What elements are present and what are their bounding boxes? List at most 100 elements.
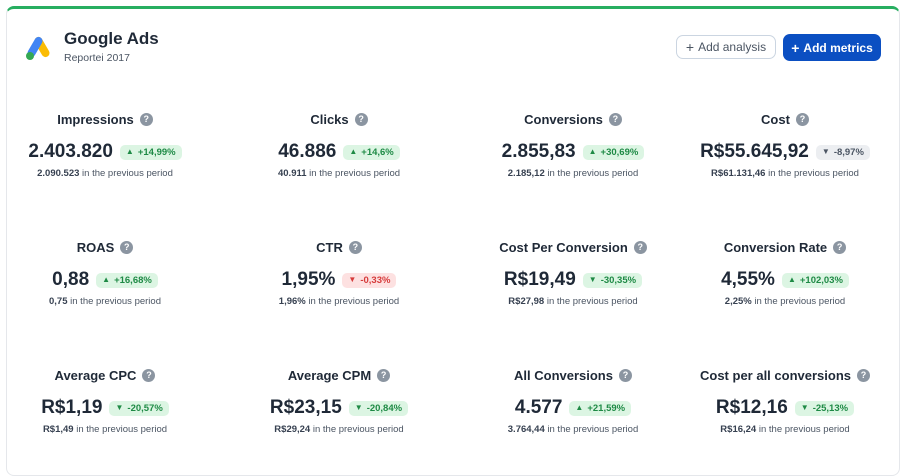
metric-card: ROAS? 0,88 ▲ +16,68% 0,75 in the previous pe… xyxy=(5,238,205,308)
triangle-up-icon: ▲ xyxy=(349,147,358,156)
previous-period-text: R$61.131,46 in the previous period xyxy=(685,168,885,179)
help-icon[interactable]: ? xyxy=(608,112,622,126)
change-value: +14,6% xyxy=(361,146,394,158)
metric-value: R$23,15 xyxy=(269,397,342,418)
help-icon[interactable]: ? xyxy=(354,112,368,126)
help-icon[interactable]: ? xyxy=(139,112,153,126)
change-value: +16,68% xyxy=(114,274,152,286)
change-badge: ▲ +30,69% xyxy=(582,144,645,160)
previous-suffix: in the previous period xyxy=(547,424,639,435)
metric-title: All Conversions xyxy=(514,367,613,383)
metric-card: Conversions? 2.855,83 ▲ +30,69% 2.185,12 in … xyxy=(473,110,673,179)
previous-period-text: R$1,49 in the previous period xyxy=(5,424,205,435)
help-icon[interactable]: ? xyxy=(377,368,391,382)
help-icon[interactable]: ? xyxy=(795,112,809,126)
card-header: Google Ads Reportei 2017 + Add analysis … xyxy=(7,9,899,79)
add-metrics-label: Add metrics xyxy=(803,40,873,55)
metric-title-row: Conversion Rate? xyxy=(685,238,885,256)
change-value: -20,57% xyxy=(127,402,163,414)
previous-period-text: R$16,24 in the previous period xyxy=(685,424,885,435)
change-value: -20,84% xyxy=(366,402,403,414)
metric-card: CTR? 1,95% ▼ -0,33% 1,96% in the previous pe… xyxy=(239,238,439,308)
change-value: -25,13% xyxy=(812,402,849,414)
metric-value-row: 2.855,83 ▲ +30,69% xyxy=(473,140,673,164)
previous-suffix: in the previous period xyxy=(546,296,638,307)
previous-value: 0,75 xyxy=(49,296,68,307)
page-title: Google Ads xyxy=(64,29,159,48)
metric-card: Cost per all conversions? R$12,16 ▼ -25,13%… xyxy=(685,366,885,435)
metric-title-row: Average CPM? xyxy=(239,366,439,384)
metric-value: R$19,49 xyxy=(503,269,576,290)
metric-value-row: R$19,49 ▼ -30,35% xyxy=(473,268,673,292)
change-value: +14,99% xyxy=(137,146,176,158)
previous-value: R$29,24 xyxy=(274,424,311,435)
triangle-down-icon: ▼ xyxy=(354,403,363,412)
add-metrics-button[interactable]: + Add metrics xyxy=(783,34,881,61)
metric-title: Cost per all conversions xyxy=(700,367,851,383)
triangle-up-icon: ▲ xyxy=(787,275,796,284)
metric-value-row: 4,55% ▲ +102,03% xyxy=(685,268,885,292)
metric-card: Average CPM? R$23,15 ▼ -20,84% R$29,24 in th… xyxy=(239,366,439,435)
metric-title-row: Conversions? xyxy=(473,110,673,128)
change-badge: ▼ -20,57% xyxy=(109,400,169,416)
metric-value: 0,88 xyxy=(52,269,90,290)
previous-period-text: 2.090.523 in the previous period xyxy=(5,168,205,179)
add-analysis-button[interactable]: + Add analysis xyxy=(676,35,776,59)
metric-value-row: R$23,15 ▼ -20,84% xyxy=(239,396,439,420)
metric-title: Average CPM xyxy=(287,367,372,383)
metric-value: 46.886 xyxy=(278,141,337,162)
previous-suffix: in the previous period xyxy=(309,168,401,179)
previous-value: 3.764,44 xyxy=(507,424,545,435)
metric-title: Clicks xyxy=(310,111,349,127)
help-icon[interactable]: ? xyxy=(120,240,134,254)
change-badge: ▼ -8,97% xyxy=(815,144,870,160)
metric-card: Cost Per Conversion? R$19,49 ▼ -30,35% R$27,… xyxy=(473,238,673,307)
previous-suffix: in the previous period xyxy=(758,424,850,435)
triangle-up-icon: ▲ xyxy=(575,403,584,412)
previous-period-text: 3.764,44 in the previous period xyxy=(473,424,673,435)
previous-value: 2,25% xyxy=(724,296,752,307)
metric-value: R$55.645,92 xyxy=(700,141,809,162)
metric-title-row: Cost per all conversions? xyxy=(685,366,885,384)
help-icon[interactable]: ? xyxy=(833,240,847,254)
metric-value: 2.403.820 xyxy=(28,141,113,162)
help-icon[interactable]: ? xyxy=(857,368,870,382)
metric-card: Cost? R$55.645,92 ▼ -8,97% R$61.131,46 in th… xyxy=(685,110,885,179)
metric-title-row: All Conversions? xyxy=(473,366,673,384)
help-icon[interactable]: ? xyxy=(618,368,632,382)
metric-value-row: 0,88 ▲ +16,68% xyxy=(5,268,205,292)
metric-title: Cost Per Conversion xyxy=(499,239,628,255)
metric-value: 4.577 xyxy=(514,397,563,418)
help-icon[interactable]: ? xyxy=(633,240,647,254)
previous-period-text: 2,25% in the previous period xyxy=(685,296,885,307)
previous-value: 1,96% xyxy=(278,296,306,307)
triangle-down-icon: ▼ xyxy=(588,275,597,284)
previous-value: 2.185,12 xyxy=(507,168,545,179)
previous-value: R$1,49 xyxy=(42,424,74,435)
metric-value: R$1,19 xyxy=(41,397,103,418)
change-value: +30,69% xyxy=(600,146,639,158)
previous-value: R$27,98 xyxy=(508,296,545,307)
plus-icon: + xyxy=(791,39,800,56)
help-icon[interactable]: ? xyxy=(348,240,362,254)
previous-period-text: 0,75 in the previous period xyxy=(5,296,205,307)
change-badge: ▼ -20,84% xyxy=(348,400,409,416)
metric-title: Conversions xyxy=(524,111,603,127)
change-value: +102,03% xyxy=(799,274,843,286)
metric-card: Impressions? 2.403.820 ▲ +14,99% 2.090.523 i… xyxy=(5,110,205,179)
previous-period-text: R$29,24 in the previous period xyxy=(239,424,439,435)
metric-value: 4,55% xyxy=(721,269,775,290)
change-badge: ▲ +14,6% xyxy=(343,144,400,160)
help-icon[interactable]: ? xyxy=(142,368,156,382)
previous-suffix: in the previous period xyxy=(308,296,400,307)
change-value: -8,97% xyxy=(833,146,864,158)
previous-suffix: in the previous period xyxy=(76,424,168,435)
metric-title-row: Average CPC? xyxy=(5,366,205,384)
google-ads-logo-icon xyxy=(26,36,50,60)
change-value: -30,35% xyxy=(600,274,637,286)
change-badge: ▲ +14,99% xyxy=(119,144,182,160)
previous-period-text: R$27,98 in the previous period xyxy=(473,296,673,307)
previous-suffix: in the previous period xyxy=(312,424,404,435)
add-analysis-label: Add analysis xyxy=(698,40,767,54)
google-ads-card: Google Ads Reportei 2017 + Add analysis … xyxy=(6,6,900,476)
